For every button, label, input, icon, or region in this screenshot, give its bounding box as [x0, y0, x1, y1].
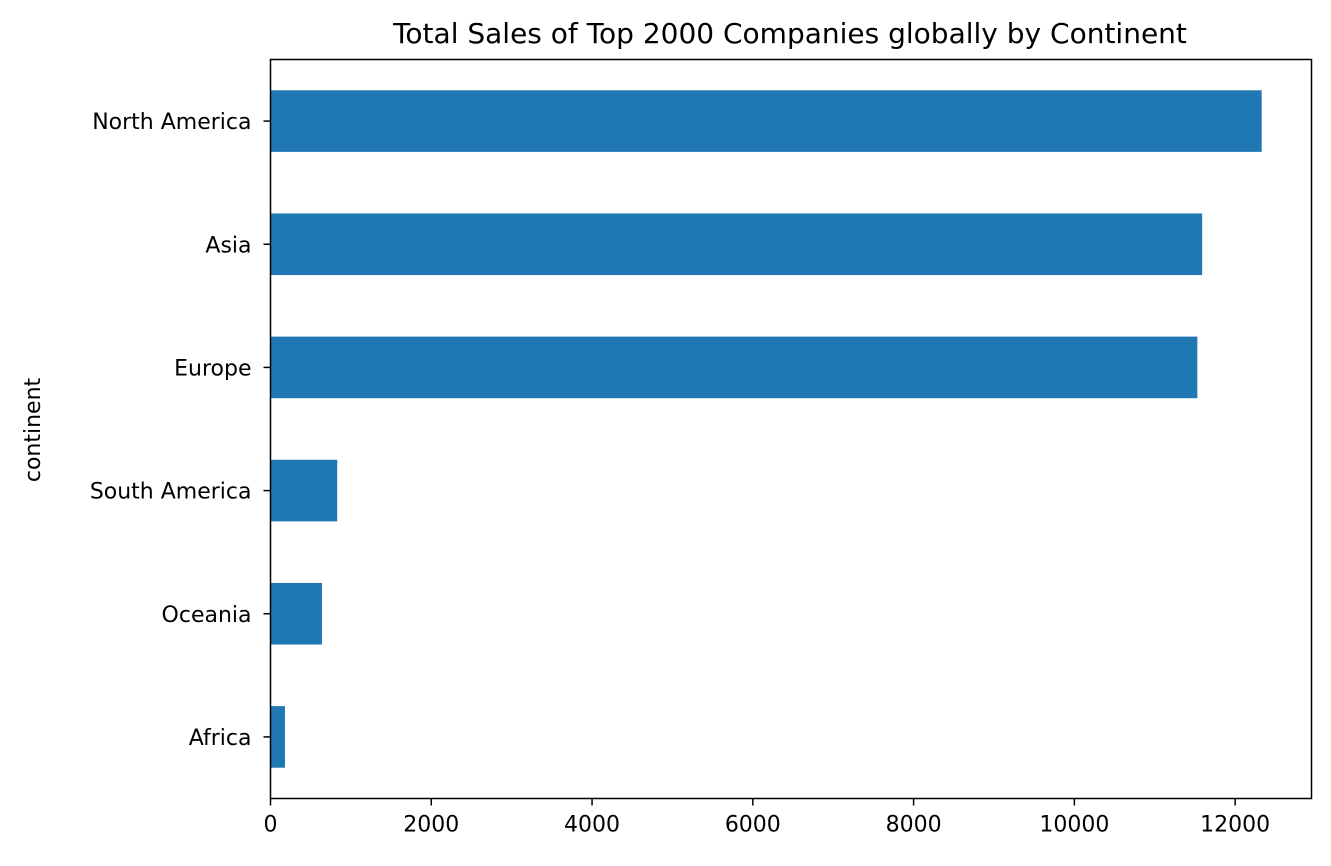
x-tick-label-0: 0 — [264, 813, 278, 838]
y-tick-label-south-america: South America — [90, 480, 252, 505]
y-tick-label-north-america: North America — [92, 110, 251, 135]
x-tick-label-6000: 6000 — [725, 813, 781, 838]
bar-europe — [270, 336, 1198, 399]
y-tick-label-oceania: Oceania — [162, 603, 252, 628]
bar-south-america — [270, 459, 338, 522]
x-tick-label-4000: 4000 — [564, 813, 620, 838]
x-axis-ticks: 0 2000 4000 6000 8000 10000 12000 — [264, 798, 1270, 838]
y-axis-label: continent — [21, 377, 46, 482]
chart-title: Total Sales of Top 2000 Companies global… — [392, 17, 1187, 50]
bar-oceania — [270, 582, 322, 645]
x-tick-label-12000: 12000 — [1200, 813, 1270, 838]
bar-north-america — [270, 90, 1262, 152]
y-axis-ticks: North America Asia Europe South America Ocea… — [90, 110, 271, 751]
y-tick-label-africa: Africa — [189, 726, 252, 751]
bar-africa — [270, 706, 285, 768]
x-tick-label-10000: 10000 — [1039, 813, 1109, 838]
y-tick-label-europe: Europe — [174, 356, 251, 381]
plot-area-frame — [269, 58, 1313, 800]
y-tick-label-asia: Asia — [205, 233, 251, 258]
x-tick-label-2000: 2000 — [403, 813, 459, 838]
bar-asia — [270, 213, 1203, 276]
x-tick-label-8000: 8000 — [886, 813, 942, 838]
bars-group — [270, 90, 1262, 768]
